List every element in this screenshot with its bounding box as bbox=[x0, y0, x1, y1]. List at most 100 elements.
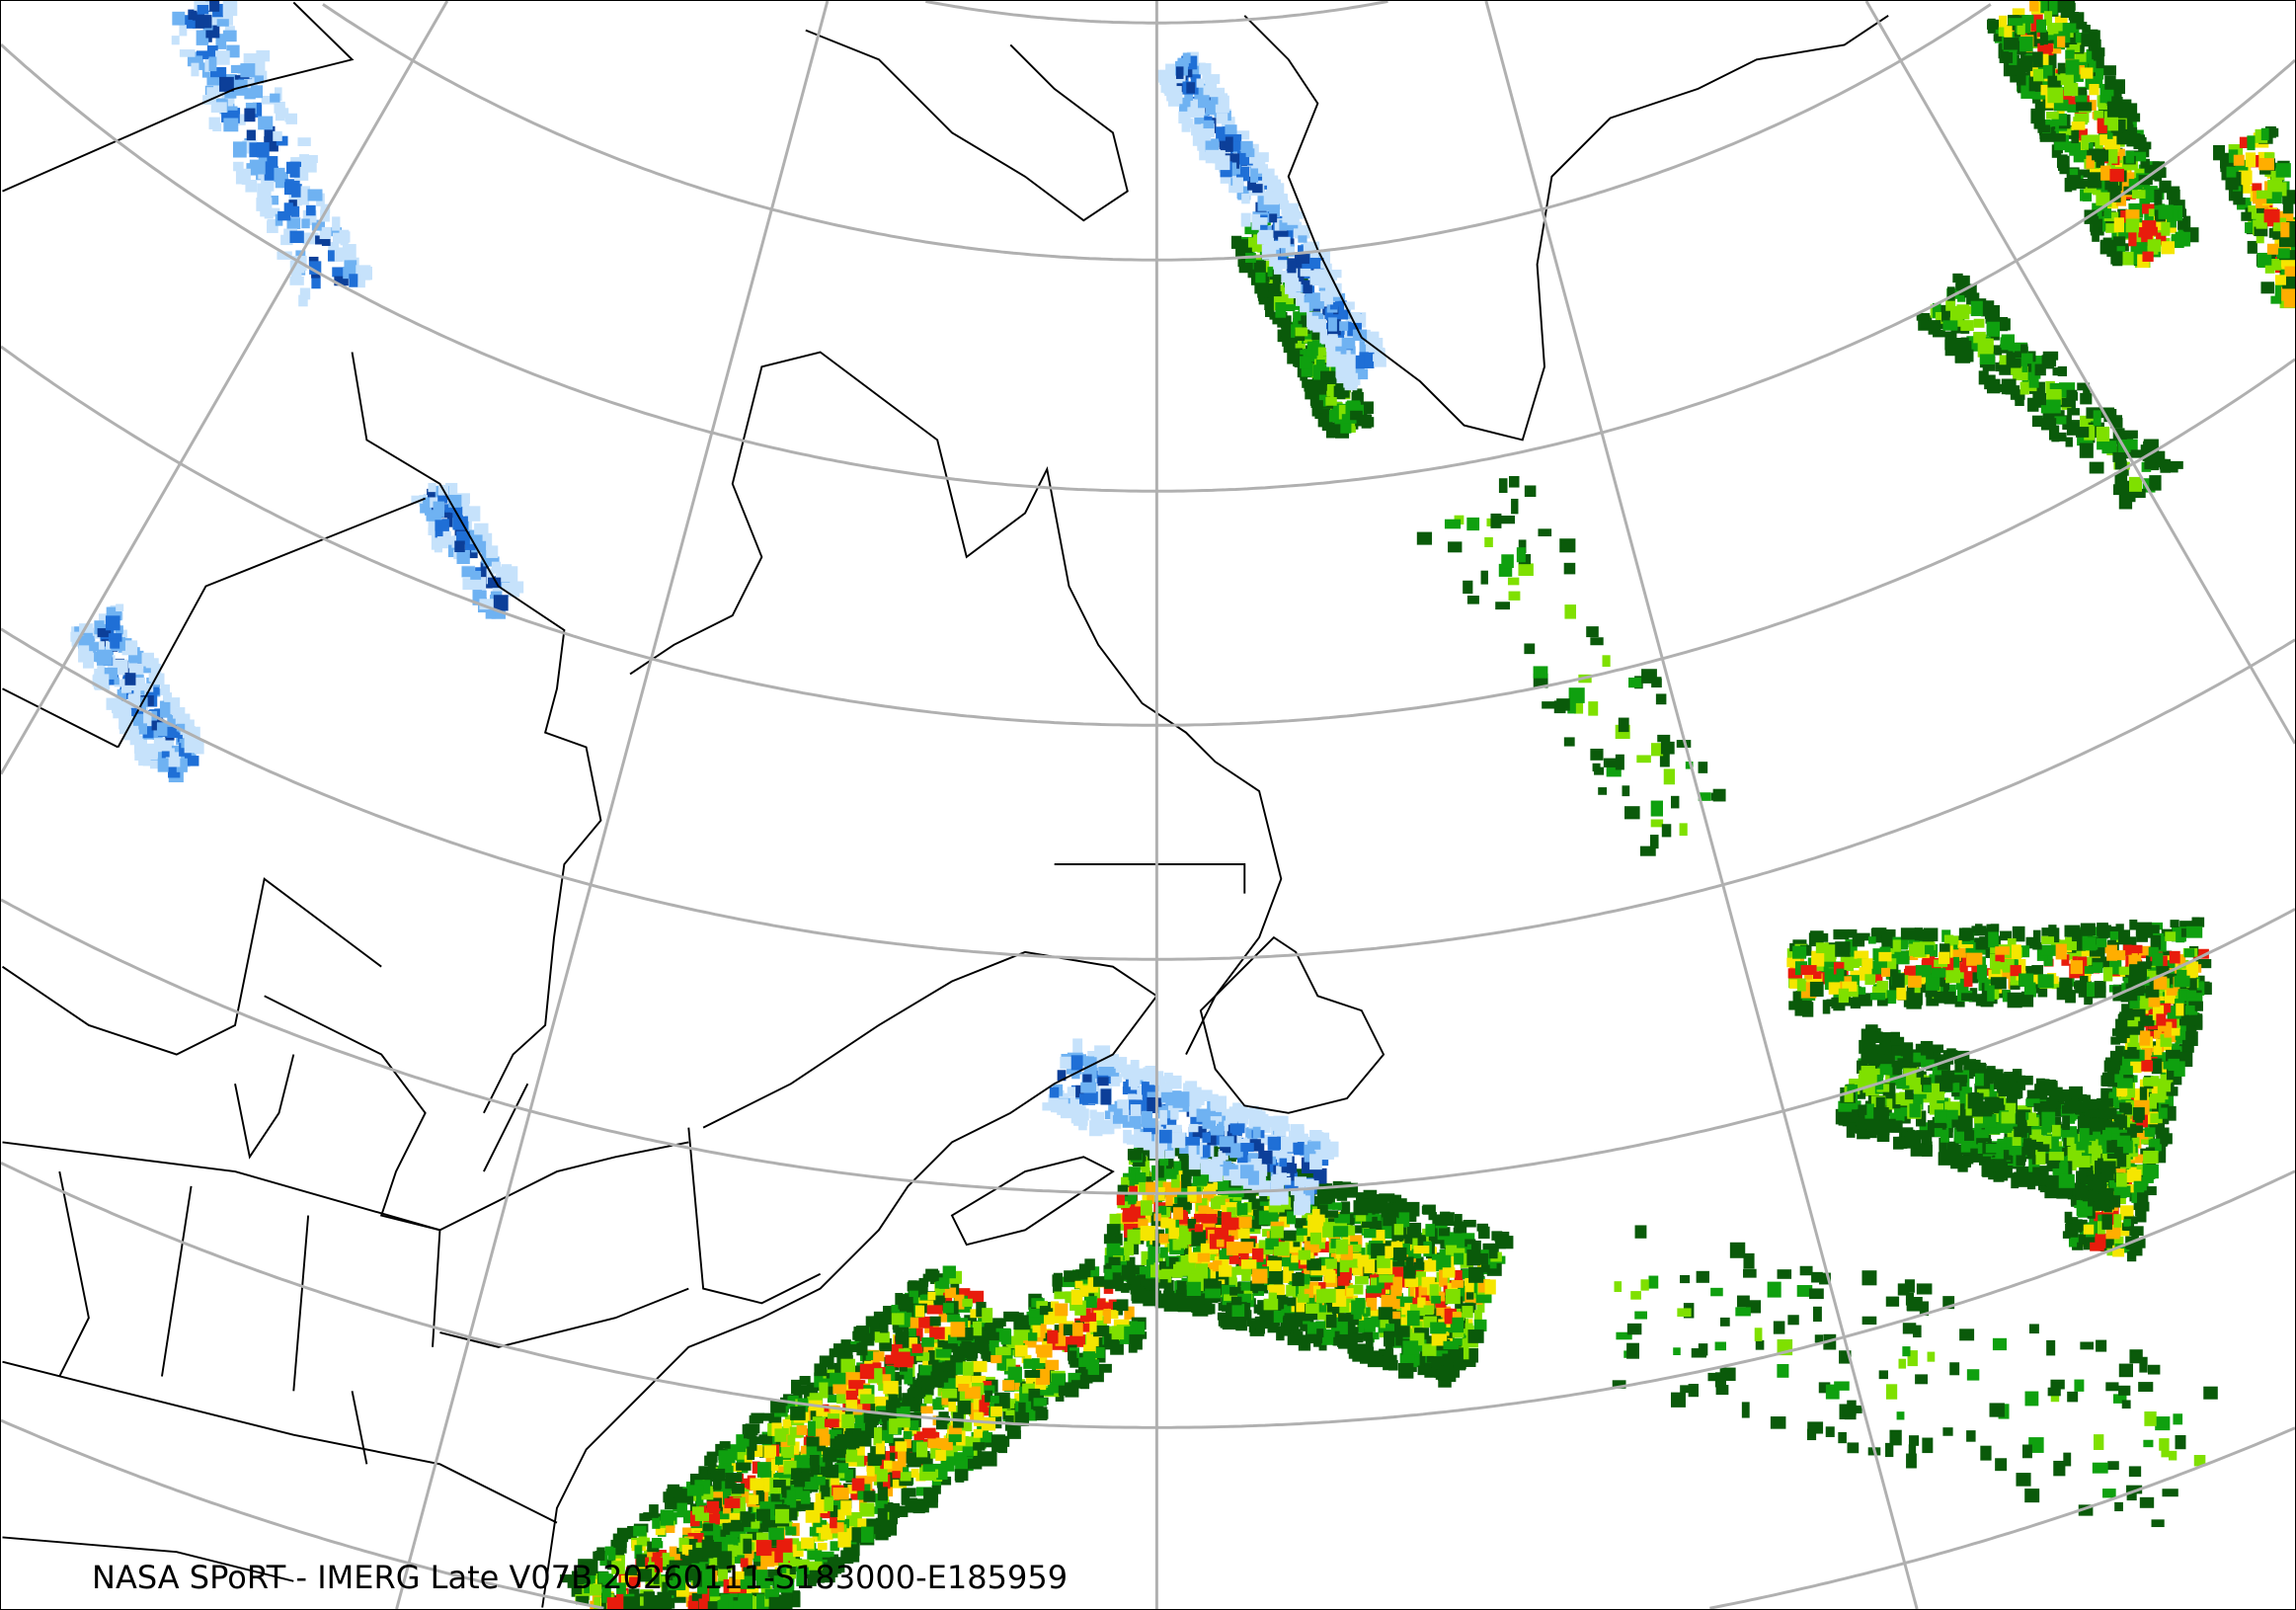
rain-cell bbox=[2060, 1156, 2068, 1167]
rain-cell bbox=[808, 1561, 823, 1570]
rain-cell bbox=[2039, 1085, 2048, 1100]
rain-cell bbox=[1939, 1080, 1953, 1092]
rain-cell bbox=[1787, 968, 1803, 979]
rain-cell bbox=[1273, 1310, 1283, 1324]
rain-cell bbox=[770, 1458, 779, 1472]
rain-cell bbox=[1397, 1362, 1414, 1379]
rain-cell bbox=[2108, 1091, 2119, 1107]
rain-cell bbox=[854, 1414, 867, 1428]
rain-cell bbox=[1428, 1212, 1437, 1221]
rain-cell bbox=[2136, 1165, 2148, 1175]
rain-cell bbox=[823, 1568, 838, 1578]
rain-cell bbox=[891, 1305, 900, 1313]
rain-cell bbox=[1819, 969, 1830, 985]
rain-cell bbox=[1158, 1233, 1172, 1244]
rain-cell bbox=[796, 1541, 805, 1552]
rain-cell bbox=[876, 1472, 889, 1483]
rain-cell bbox=[2121, 1056, 2131, 1067]
rain-cell bbox=[2026, 1174, 2036, 1190]
rain-cell bbox=[2107, 1107, 2117, 1120]
rain-cell bbox=[1377, 1255, 1390, 1268]
rain-cell bbox=[1946, 1109, 1958, 1120]
rain-cell bbox=[2156, 1116, 2170, 1125]
rain-cell bbox=[726, 1534, 739, 1546]
rain-cell bbox=[1293, 1233, 1305, 1243]
rain-cell bbox=[699, 1563, 713, 1574]
rain-cell bbox=[1140, 1200, 1152, 1216]
rain-cell bbox=[2099, 1106, 2109, 1119]
rain-cell bbox=[1286, 1211, 1296, 1225]
rain-cell bbox=[776, 1597, 792, 1609]
rain-cell bbox=[2040, 1100, 2050, 1112]
rain-cell bbox=[749, 1435, 757, 1451]
rain-cell bbox=[2177, 954, 2186, 969]
rain-cell bbox=[819, 1355, 834, 1368]
rain-cell bbox=[626, 1597, 639, 1609]
rain-cell bbox=[652, 1552, 668, 1561]
rain-cell bbox=[1055, 1391, 1065, 1402]
rain-cell bbox=[1332, 1202, 1342, 1210]
rain-cell bbox=[1423, 1305, 1434, 1316]
rain-cell bbox=[1913, 1084, 1930, 1094]
rain-cell bbox=[1993, 1069, 2004, 1083]
rain-cell bbox=[2145, 988, 2160, 999]
rain-cell bbox=[894, 1355, 909, 1368]
rain-cell bbox=[914, 1305, 925, 1318]
rain-cell bbox=[1473, 1319, 1487, 1331]
rain-cell bbox=[1796, 978, 1806, 992]
rain-cell bbox=[1238, 1216, 1252, 1229]
rain-cell bbox=[937, 1438, 950, 1449]
rain-cell bbox=[2006, 28, 2021, 39]
rain-cell bbox=[1176, 1236, 1188, 1248]
rain-cell bbox=[2160, 955, 2168, 970]
rain-cell bbox=[1175, 1289, 1189, 1298]
rain-cell bbox=[1028, 1332, 1038, 1341]
rain-cell bbox=[806, 1436, 820, 1447]
rain-cell bbox=[958, 1384, 970, 1392]
rain-cell bbox=[2156, 1013, 2167, 1026]
rain-cell bbox=[1383, 1212, 1396, 1227]
rain-cell bbox=[687, 1568, 699, 1581]
rain-cell bbox=[687, 1532, 704, 1543]
rain-cell bbox=[836, 1348, 853, 1358]
rain-cell bbox=[1129, 1206, 1146, 1219]
rain-cell bbox=[778, 1550, 789, 1566]
rain-cell bbox=[1243, 1202, 1252, 1213]
rain-cell bbox=[1889, 1112, 1905, 1122]
rain-cell bbox=[2036, 1174, 2053, 1186]
rain-cell bbox=[2165, 931, 2177, 941]
rain-cell bbox=[783, 1574, 795, 1582]
rain-cell bbox=[733, 1570, 745, 1580]
rain-cell bbox=[819, 1382, 829, 1399]
rain-cell bbox=[616, 1534, 626, 1547]
rain-cell bbox=[696, 1491, 704, 1507]
rain-cell bbox=[1984, 1096, 2000, 1113]
rain-cell bbox=[755, 1489, 765, 1505]
rain-cell bbox=[2182, 1035, 2194, 1046]
rain-cell bbox=[1909, 1103, 1921, 1118]
rain-cell bbox=[2051, 981, 2066, 990]
rain-cell bbox=[1218, 1179, 1229, 1195]
rain-cell bbox=[2037, 1180, 2050, 1191]
rain-cell bbox=[1925, 944, 1935, 955]
rain-cell bbox=[1914, 927, 1924, 941]
rain-cell bbox=[2178, 1051, 2187, 1064]
rain-cell bbox=[587, 1559, 598, 1574]
rain-cell bbox=[927, 1437, 941, 1449]
rain-cell bbox=[1306, 1332, 1319, 1341]
rain-cell bbox=[2192, 948, 2209, 959]
rain-cell bbox=[809, 1455, 820, 1466]
rain-cell bbox=[1168, 1257, 1179, 1271]
rain-cell bbox=[1037, 1328, 1046, 1339]
rain-cell bbox=[929, 1327, 945, 1339]
rain-cell bbox=[585, 1574, 595, 1584]
rain-cell bbox=[1395, 1329, 1405, 1346]
rain-cell bbox=[1121, 1264, 1137, 1280]
rain-cell bbox=[2139, 1087, 2148, 1101]
rain-cell bbox=[1454, 1221, 1465, 1234]
rain-cell bbox=[639, 1569, 653, 1582]
rain-cell bbox=[1168, 1227, 1179, 1240]
rain-cell bbox=[750, 1478, 764, 1490]
rain-cell bbox=[1333, 1336, 1350, 1346]
rain-cell bbox=[789, 1538, 800, 1549]
